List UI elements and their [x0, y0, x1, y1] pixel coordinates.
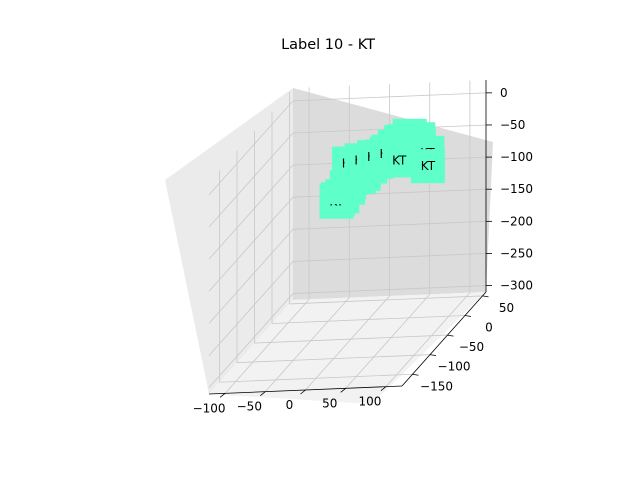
data-point-label: KT	[392, 153, 407, 167]
data-points: KTKTKTKTKTKTKTKTKTKTKTKTKTKTKTKTKTKTKTKT…	[319, 118, 445, 219]
x-tick-mark	[380, 386, 387, 391]
data-point	[410, 149, 445, 184]
gridline-x-floor	[305, 295, 390, 391]
gridline-x-floor	[345, 294, 431, 389]
gridline-z-left	[208, 261, 294, 356]
gridline-z-back	[292, 92, 487, 102]
gridline-x-floor	[385, 292, 471, 387]
y-tick-mark	[464, 315, 472, 317]
y-tick-mark	[482, 295, 489, 298]
z-tick-label: −50	[500, 118, 525, 132]
gridline-x-floor	[224, 299, 310, 394]
gridline-z-back	[292, 253, 487, 262]
data-point-label: KT	[421, 159, 436, 173]
gridline-z-back	[292, 285, 487, 294]
z-tick-label: −200	[500, 214, 533, 228]
x-tick-mark	[260, 391, 266, 396]
x-tick-label: 100	[358, 395, 381, 409]
y-tick-mark	[429, 354, 437, 357]
gridline-z-left	[208, 164, 294, 260]
z-tick-label: −300	[500, 279, 533, 293]
z-tick-label: −250	[500, 246, 533, 260]
y-tick-label: 0	[485, 321, 493, 335]
y-tick-label: −50	[459, 340, 484, 354]
x-tick-mark	[340, 388, 346, 393]
gridline-z-left	[208, 132, 294, 228]
pane-left	[165, 88, 293, 394]
x-tick-label: −100	[193, 401, 226, 415]
pane-floor	[209, 292, 486, 404]
y-tick-mark	[412, 373, 419, 376]
x-tick-label: 50	[322, 396, 337, 410]
gridline-z-back	[292, 220, 487, 230]
z-tick-label: −150	[500, 182, 533, 196]
gridline-x-floor	[264, 297, 350, 392]
gridline-z-left	[208, 100, 294, 196]
gridline-z-left	[208, 196, 294, 292]
z-tick-label: −100	[500, 150, 533, 164]
z-tick-label: 0	[500, 86, 508, 100]
x-tick-mark	[300, 389, 306, 395]
gridline-z-left	[208, 293, 294, 388]
x-tick-label: −50	[237, 400, 262, 414]
x-tick-label: 0	[286, 398, 294, 412]
chart-title: Label 10 - KT	[281, 37, 375, 53]
gridline-y-floor	[289, 295, 483, 305]
y-tick-mark	[447, 334, 454, 337]
gridline-y-floor	[219, 373, 413, 383]
gridline-z-left	[208, 229, 294, 324]
gridline-y-floor	[236, 354, 431, 364]
tick-labels: −100 −50 0 50 100−150−100−50050−300−250−200−…	[193, 86, 533, 415]
y-tick-label: −100	[438, 360, 471, 374]
gridline-y-floor	[271, 315, 466, 324]
gridline-y-floor	[254, 334, 448, 344]
y-tick-label: −150	[420, 379, 453, 393]
grid-lines	[208, 80, 487, 394]
x-tick-mark	[219, 393, 226, 398]
y-axis-line	[401, 291, 487, 387]
y-tick-label: 50	[499, 301, 514, 315]
